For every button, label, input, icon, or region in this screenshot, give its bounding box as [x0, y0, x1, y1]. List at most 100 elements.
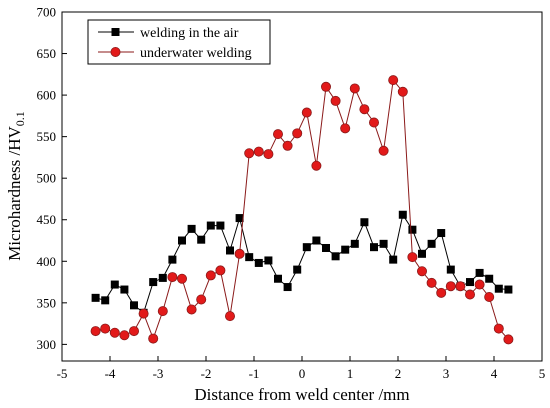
data-point — [455, 281, 466, 292]
data-point — [360, 218, 369, 227]
data-point — [167, 272, 178, 283]
y-axis-title: Microhardness /HV0.1 — [5, 111, 27, 261]
data-point — [292, 128, 303, 139]
data-point — [224, 311, 235, 322]
data-point — [466, 278, 474, 287]
data-point — [350, 239, 359, 248]
data-point — [475, 268, 484, 277]
x-tick-label: 4 — [491, 366, 498, 381]
data-point — [157, 306, 168, 317]
y-axis-title-subscript: 0.1 — [13, 111, 27, 126]
y-tick-label: 300 — [37, 337, 57, 352]
data-point — [196, 294, 207, 305]
data-point — [407, 252, 418, 263]
data-point — [272, 129, 283, 140]
data-point — [485, 274, 494, 283]
data-point — [494, 284, 503, 293]
y-tick-label: 500 — [37, 171, 57, 186]
data-point — [445, 281, 456, 292]
data-point — [176, 273, 187, 284]
y-tick-label: 450 — [37, 212, 57, 227]
data-point — [341, 245, 350, 254]
data-point — [293, 265, 302, 274]
x-tick-label: -5 — [57, 366, 68, 381]
data-point — [245, 253, 254, 262]
y-tick-label: 350 — [37, 295, 57, 310]
x-tick-label: -3 — [153, 366, 164, 381]
y-tick-label: 700 — [37, 5, 57, 20]
data-point — [484, 292, 495, 303]
data-point — [187, 224, 196, 233]
data-point — [359, 104, 370, 115]
data-point — [148, 333, 159, 344]
y-tick-label: 400 — [37, 254, 57, 269]
x-axis-title: Distance from weld center /mm — [194, 385, 409, 404]
data-point — [91, 293, 100, 302]
data-point — [283, 283, 292, 292]
data-point — [464, 289, 475, 300]
data-point — [282, 140, 293, 151]
data-point — [128, 326, 139, 337]
data-point — [446, 265, 455, 274]
data-point — [119, 330, 130, 341]
data-point — [90, 326, 101, 337]
series-line-underwater-welding — [95, 78, 509, 341]
data-point — [215, 265, 226, 276]
data-point — [244, 148, 255, 159]
data-point — [130, 301, 138, 310]
data-point — [331, 252, 340, 261]
data-point — [254, 258, 263, 267]
data-point — [274, 274, 282, 283]
data-point — [474, 279, 485, 290]
series-line-welding-in-the-air — [95, 213, 509, 314]
data-point — [197, 235, 206, 244]
data-point — [427, 239, 436, 248]
data-point — [340, 123, 351, 134]
legend-label-air: welding in the air — [140, 26, 239, 41]
data-point — [504, 285, 513, 294]
x-axis: -5 -4 -3 -2 -1 0 1 2 3 4 5 — [57, 356, 546, 381]
data-point — [322, 243, 330, 252]
data-point — [205, 270, 216, 281]
series-layer — [90, 75, 514, 345]
x-tick-label: 2 — [395, 366, 402, 381]
data-point — [253, 146, 264, 157]
data-point — [110, 280, 119, 289]
data-point — [370, 243, 378, 252]
data-point — [168, 255, 177, 264]
data-point — [216, 221, 225, 230]
data-point — [330, 95, 341, 106]
data-point — [416, 266, 427, 277]
data-point — [349, 83, 360, 94]
series-welding-in-the-air — [91, 210, 513, 317]
data-point — [408, 225, 417, 234]
legend-marker-air — [111, 28, 120, 36]
data-point — [178, 236, 186, 245]
y-tick-label: 600 — [37, 88, 57, 103]
legend-label-underwater: underwater welding — [140, 46, 252, 61]
x-tick-label: -1 — [249, 366, 260, 381]
data-point — [100, 323, 111, 334]
legend-marker-underwater — [110, 47, 121, 58]
x-tick-label: 1 — [347, 366, 354, 381]
data-point — [389, 255, 398, 264]
legend-box — [87, 19, 271, 65]
data-point — [426, 277, 437, 288]
data-point — [149, 278, 158, 287]
y-axis: 300 350 400 450 500 550 600 650 700 — [37, 5, 67, 352]
data-point — [302, 243, 311, 252]
data-point — [397, 86, 408, 97]
data-point — [312, 236, 321, 245]
x-tick-label: 5 — [539, 366, 546, 381]
y-axis-title-main: Microhardness /HV — [5, 126, 24, 261]
data-point — [311, 160, 322, 171]
data-point — [138, 308, 149, 319]
data-point — [437, 229, 446, 238]
data-point — [378, 145, 389, 156]
x-tick-label: 0 — [299, 366, 306, 381]
data-point — [120, 285, 129, 294]
data-point — [418, 249, 426, 258]
data-point — [320, 81, 331, 92]
legend: welding in the air underwater welding — [87, 19, 271, 65]
data-point — [206, 221, 215, 230]
